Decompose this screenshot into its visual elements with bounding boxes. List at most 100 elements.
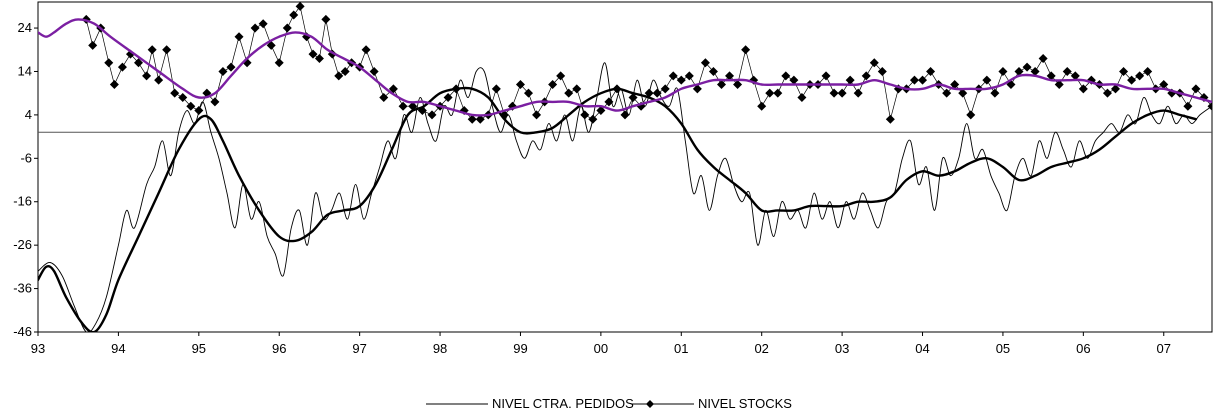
data-point-nivel-stocks [596,106,606,116]
data-point-nivel-stocks [708,66,718,76]
x-tick-label: 97 [352,341,366,356]
data-point-nivel-stocks [1183,101,1193,111]
data-point-nivel-stocks [998,66,1008,76]
data-point-nivel-stocks [499,110,509,120]
data-point-nivel-stocks [154,75,164,85]
data-point-nivel-stocks [773,88,783,98]
x-tick-label: 00 [594,341,608,356]
data-point-nivel-stocks [321,14,331,24]
data-point-nivel-stocks [741,45,751,55]
x-tick-label: 96 [272,341,286,356]
y-tick-label: 14 [18,63,32,78]
y-tick-label: -26 [13,237,32,252]
data-point-nivel-stocks [250,23,260,33]
data-point-nivel-stocks [716,80,726,89]
data-point-nivel-stocks [668,71,678,81]
data-point-nivel-stocks [515,80,525,89]
y-tick-label: -16 [13,194,32,209]
data-point-nivel-stocks [178,93,188,103]
data-point-nivel-stocks [117,62,127,72]
data-point-nivel-stocks [990,88,1000,98]
data-point-nivel-stocks [1046,71,1056,81]
series-layer [38,2,1212,332]
data-point-nivel-stocks [692,84,702,94]
data-point-nivel-stocks [861,71,871,81]
data-point-nivel-stocks [620,110,630,120]
data-point-nivel-stocks [1022,62,1032,72]
data-point-nivel-stocks [491,84,501,94]
data-point-nivel-stocks [877,66,887,76]
x-tick-label: 99 [513,341,527,356]
data-point-nivel-stocks [1078,84,1088,94]
data-point-nivel-stocks [909,75,919,85]
data-point-nivel-stocks [1102,88,1112,98]
data-point-nivel-stocks [765,88,775,98]
x-tick-label: 06 [1076,341,1090,356]
x-tick-label: 95 [192,341,206,356]
data-point-nivel-stocks [676,75,686,85]
series-trend-nivel-stocks-trend [38,18,1212,117]
data-point-nivel-stocks [289,10,299,20]
data-point-nivel-stocks [572,84,582,94]
data-point-nivel-stocks [142,71,152,81]
data-point-nivel-stocks [1054,80,1064,89]
legend-label-orders: NIVEL CTRA. PEDIDOS [492,396,634,411]
data-point-nivel-stocks [926,66,936,76]
data-point-nivel-stocks [797,93,807,103]
data-point-nivel-stocks [644,88,654,98]
y-tick-label: 24 [18,20,32,35]
data-point-nivel-stocks [869,58,879,68]
data-point-nivel-stocks [475,114,485,124]
data-point-nivel-stocks [1159,80,1169,89]
x-axis: 93 94 95 96 97 98 99 00 01 02 03 04 05 06 07 [31,332,1171,356]
data-point-nivel-stocks [556,71,566,81]
y-tick-label: -36 [13,281,32,296]
data-point-nivel-stocks [282,23,292,33]
data-point-nivel-stocks [379,93,389,103]
x-tick-label: 02 [754,341,768,356]
data-point-nivel-stocks [966,110,976,120]
data-point-nivel-stocks [398,101,408,111]
data-point-nivel-stocks [467,114,477,124]
data-point-nivel-stocks [733,80,743,89]
data-point-nivel-stocks [532,110,542,120]
data-point-nivel-stocks [274,58,284,68]
data-point-nivel-stocks [1119,66,1129,76]
data-point-nivel-stocks [104,58,114,68]
y-tick-label: -46 [13,324,32,339]
y-tick-label: -6 [20,150,32,165]
data-point-nivel-stocks [725,71,735,81]
legend: NIVEL CTRA. PEDIDOS NIVEL STOCKS [426,396,792,411]
data-point-nivel-stocks [1030,66,1040,76]
data-point-nivel-stocks [194,106,204,116]
data-point-nivel-stocks [295,2,305,11]
data-point-nivel-stocks [1038,53,1048,63]
data-point-nivel-stocks [226,62,236,72]
data-point-nivel-stocks [334,71,344,81]
data-point-nivel-stocks [918,75,928,85]
data-point-nivel-stocks [580,110,590,120]
data-point-nivel-stocks [443,93,453,103]
data-point-nivel-stocks [548,80,558,89]
data-point-nivel-stocks [604,97,614,107]
data-point-nivel-stocks [700,58,710,68]
data-point-nivel-stocks [210,97,220,107]
data-point-nivel-stocks [427,110,437,120]
data-point-nivel-stocks [885,114,895,124]
series-trend-nivel-ctra-pedidos-trend [38,86,1198,332]
data-point-nivel-stocks [950,80,960,89]
data-point-nivel-stocks [612,84,622,94]
data-point-nivel-stocks [314,53,324,63]
data-point-nivel-stocks [1014,66,1024,76]
data-point-nivel-stocks [408,101,418,111]
y-axis: 24 14 4 -6 -16 -26 -36 -46 [13,20,38,339]
data-point-nivel-stocks [1070,71,1080,81]
data-point-nivel-stocks [170,88,180,98]
data-point-nivel-stocks [369,66,379,76]
data-point-nivel-stocks [628,93,638,103]
data-point-nivel-stocks [218,66,228,76]
x-tick-label: 03 [835,341,849,356]
data-point-nivel-stocks [361,45,371,55]
